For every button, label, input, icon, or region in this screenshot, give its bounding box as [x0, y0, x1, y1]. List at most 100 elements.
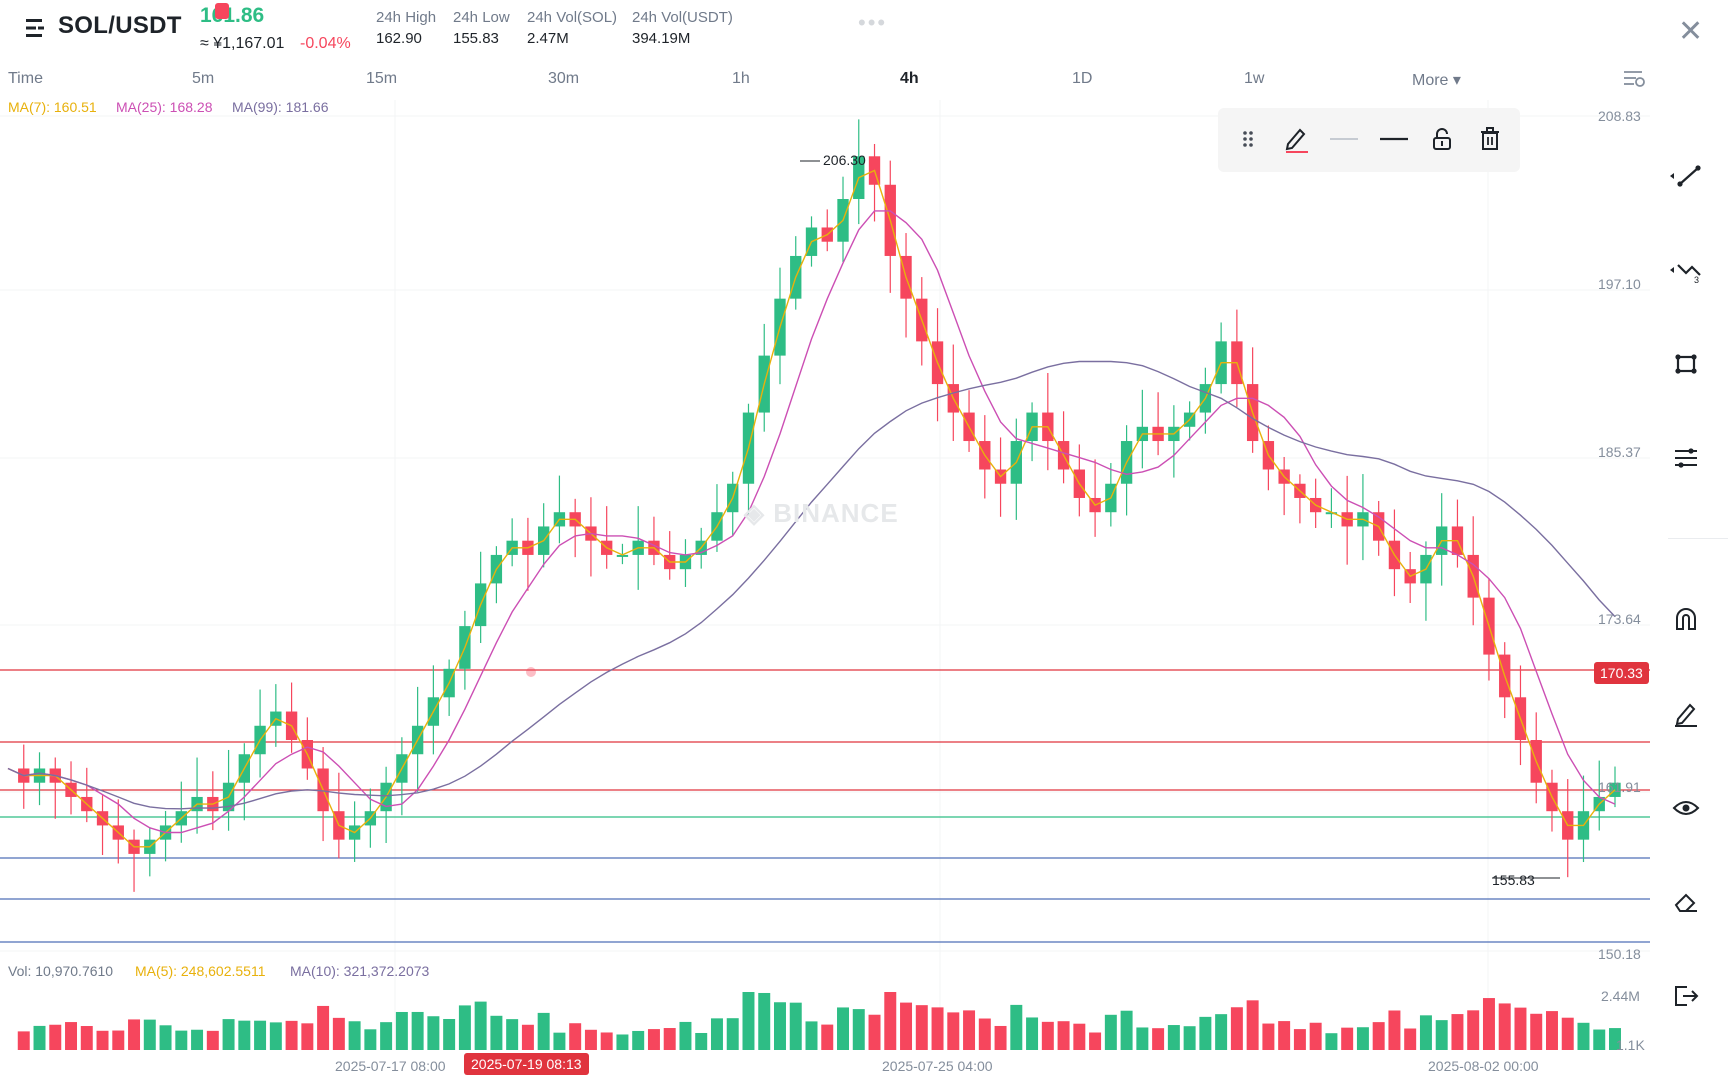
- volume-bar: [1278, 1021, 1291, 1050]
- tab-30m[interactable]: 30m: [548, 70, 580, 87]
- volume-bar: [632, 1030, 645, 1050]
- magnet-icon[interactable]: [1668, 602, 1704, 638]
- ma7-line: [7, 169, 1616, 848]
- volume-legend: Vol: 10,970.7610: [8, 963, 114, 979]
- anchor-point: [526, 667, 536, 677]
- stat-label-vol-sol: 24h Vol(SOL): [527, 9, 618, 26]
- volume-bar: [128, 1019, 141, 1050]
- volume-bar: [789, 1002, 802, 1050]
- volume-bar: [1215, 1014, 1228, 1050]
- volume-bar: [1498, 1003, 1511, 1050]
- volume-bar: [1561, 1017, 1574, 1050]
- change-percent: -0.04%: [300, 35, 351, 52]
- notification-icon[interactable]: [215, 3, 229, 19]
- eraser-icon[interactable]: [1668, 884, 1704, 920]
- volume-bar: [411, 1011, 424, 1050]
- volume-bar: [695, 1032, 708, 1050]
- tab-1w[interactable]: 1w: [1244, 70, 1265, 87]
- volume-bar: [1530, 1013, 1543, 1050]
- tab-time[interactable]: Time: [8, 70, 43, 87]
- volume-bar: [900, 1002, 913, 1050]
- volume-bar: [17, 1031, 30, 1050]
- chart-settings-icon[interactable]: [1622, 68, 1646, 90]
- drag-handle-icon[interactable]: [1232, 122, 1264, 156]
- volume-bar: [301, 1023, 314, 1050]
- tab-1d[interactable]: 1D: [1072, 70, 1093, 87]
- volume-bar: [1388, 1010, 1401, 1050]
- volume-bar: [222, 1019, 235, 1050]
- volume-bar: [1167, 1025, 1180, 1050]
- vol-ma10-legend: MA(10): 321,372.2073: [290, 963, 430, 979]
- eye-icon[interactable]: [1668, 790, 1704, 826]
- volume-bar: [1199, 1016, 1212, 1050]
- candlestick-chart[interactable]: [0, 95, 1660, 1055]
- pencil-icon[interactable]: [1280, 122, 1312, 156]
- tab-1h[interactable]: 1h: [732, 70, 750, 87]
- volume-bar: [1230, 1007, 1243, 1050]
- volume-bar: [1593, 1029, 1606, 1050]
- volume-bar: [726, 1018, 739, 1050]
- tab-5m[interactable]: 5m: [192, 70, 215, 87]
- price-axis-label: 173.64: [1598, 611, 1641, 627]
- lock-icon[interactable]: [1426, 122, 1458, 156]
- volume-bar: [80, 1026, 93, 1050]
- volume-bar: [1293, 1029, 1306, 1050]
- trash-icon[interactable]: [1474, 122, 1506, 156]
- tab-more[interactable]: More ▾: [1412, 72, 1461, 89]
- vol-axis-label: 2.44M: [1601, 988, 1640, 1004]
- multi-line-icon[interactable]: 3: [1668, 252, 1704, 288]
- volume-bar: [931, 1007, 944, 1050]
- volume-bar: [947, 1012, 960, 1050]
- volume-bar: [758, 992, 771, 1050]
- thick-line-icon[interactable]: [1378, 122, 1410, 156]
- tab-4h[interactable]: 4h: [900, 70, 919, 87]
- volume-bar: [994, 1025, 1007, 1050]
- volume-bar: [458, 1005, 471, 1050]
- exit-icon[interactable]: [1668, 978, 1704, 1014]
- ma7-legend: MA(7): 160.51: [8, 99, 97, 115]
- volume-bar: [837, 1007, 849, 1050]
- volume-bar: [269, 1022, 282, 1050]
- fib-icon[interactable]: [1668, 440, 1704, 476]
- volume-bar: [1136, 1027, 1149, 1050]
- volume-bar: [963, 1010, 976, 1050]
- volume-bar: [553, 1032, 566, 1050]
- date-label: 2025-07-25 04:00: [882, 1058, 993, 1074]
- volume-bar: [521, 1024, 534, 1050]
- thin-line-icon[interactable]: [1328, 122, 1360, 156]
- volume-bar: [1609, 1028, 1621, 1050]
- volume-bar: [821, 1024, 834, 1050]
- volume-bar: [112, 1030, 125, 1050]
- stat-label-high: 24h High: [376, 9, 437, 26]
- date-label: 2025-08-02 00:00: [1428, 1058, 1539, 1074]
- last-price: 161.86: [200, 4, 265, 27]
- volume-bar: [474, 1001, 487, 1050]
- current-price-tag: 170.33: [1594, 662, 1649, 684]
- volume-bar: [285, 1020, 298, 1050]
- volume-bar: [364, 1029, 377, 1050]
- candle-body: [1325, 512, 1338, 515]
- volume-bar: [380, 1022, 393, 1050]
- volume-bar: [1309, 1022, 1322, 1050]
- price-axis-label: 208.83: [1598, 108, 1641, 124]
- stat-value-vol-usdt: 394.19M: [632, 30, 691, 47]
- volume-bar: [1372, 1022, 1385, 1050]
- trend-line-icon[interactable]: [1668, 158, 1704, 194]
- close-icon[interactable]: ✕: [1678, 15, 1704, 48]
- menu-icon[interactable]: [26, 18, 48, 38]
- volume-bar: [1089, 1032, 1102, 1050]
- volume-bar: [663, 1028, 676, 1050]
- volume-bar: [616, 1034, 629, 1050]
- volume-bar: [884, 992, 897, 1050]
- tab-15m[interactable]: 15m: [366, 70, 398, 87]
- drawing-toolbar: [1218, 108, 1520, 172]
- pair-title[interactable]: SOL/USDT: [58, 12, 182, 39]
- pen-icon[interactable]: [1668, 696, 1704, 732]
- volume-bar: [1451, 1014, 1464, 1050]
- rectangle-icon[interactable]: [1668, 346, 1704, 382]
- price-axis-label: 185.37: [1598, 444, 1641, 460]
- stat-label-vol-usdt: 24h Vol(USDT): [632, 9, 733, 26]
- volume-bar: [490, 1015, 503, 1050]
- volume-bar: [254, 1020, 267, 1050]
- more-dots-icon[interactable]: •••: [858, 10, 888, 35]
